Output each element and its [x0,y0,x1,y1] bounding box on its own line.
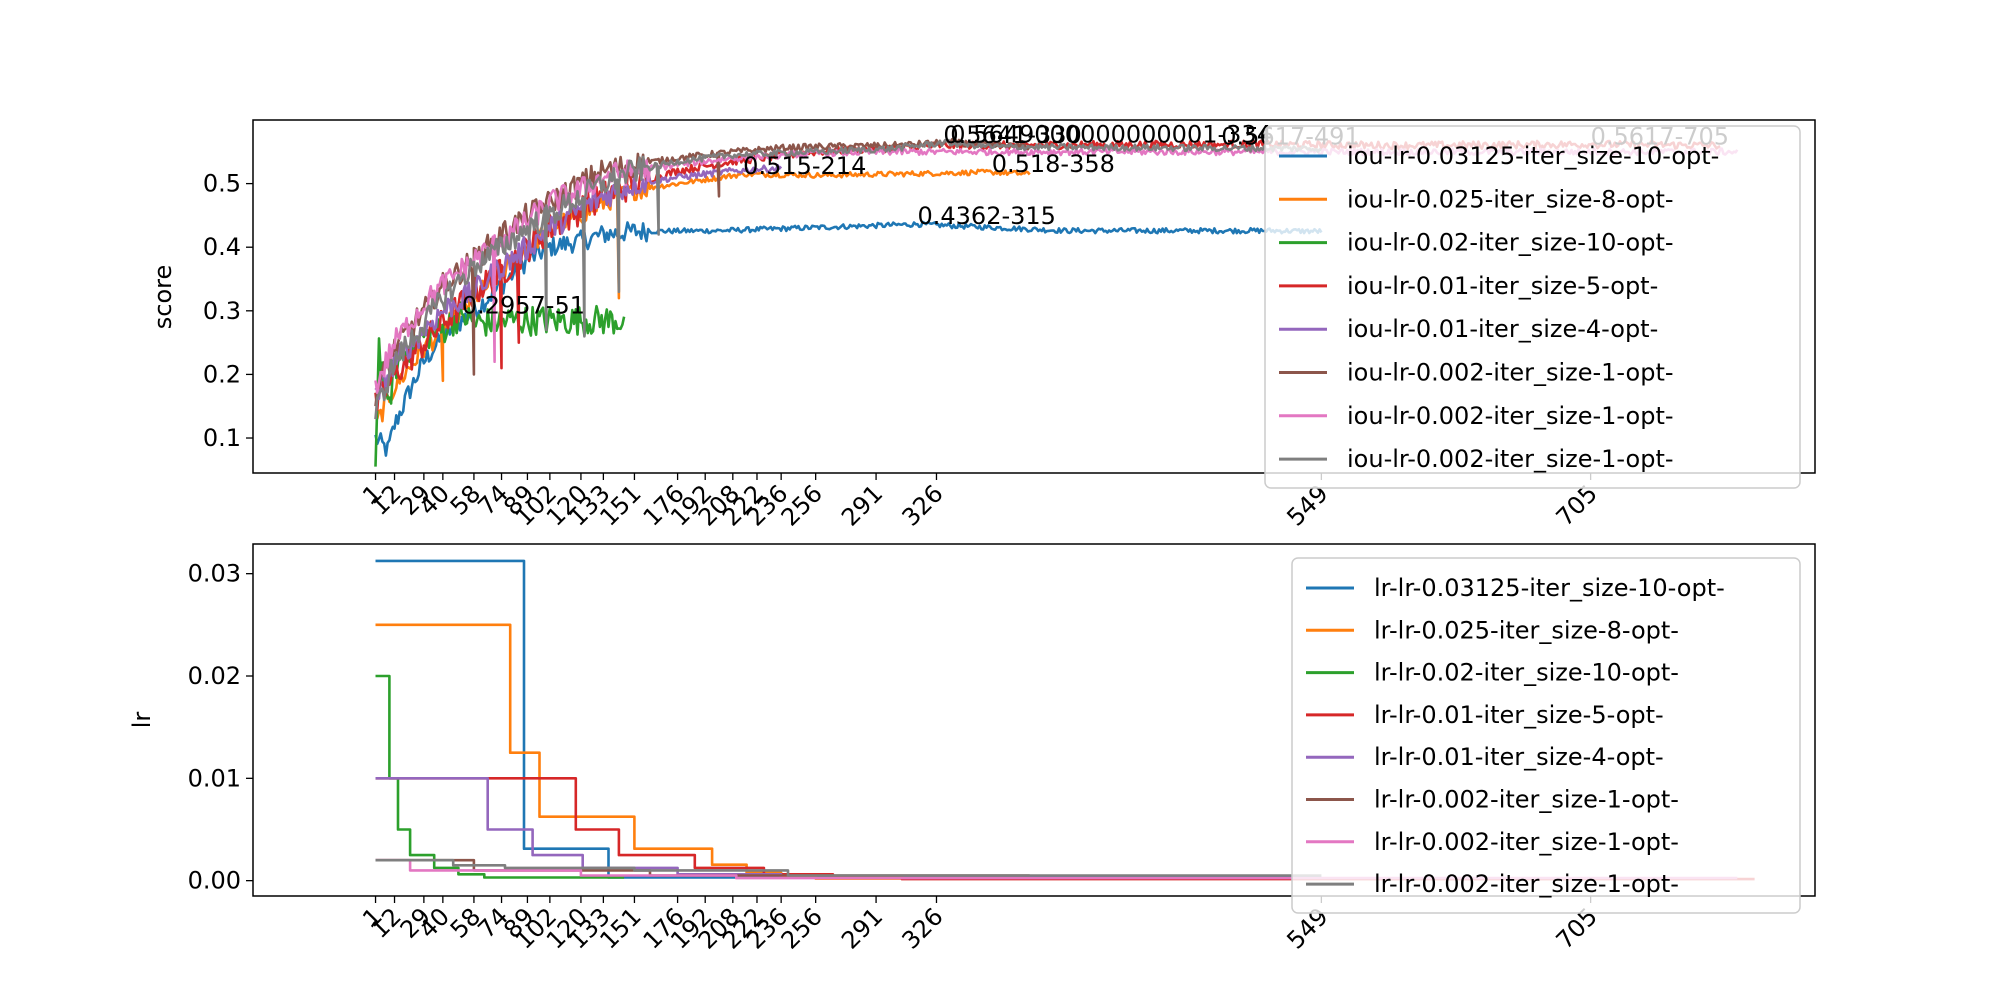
legend-label: lr-lr-0.002-iter_size-1-opt- [1374,828,1679,856]
y-tick-label: 0.02 [188,662,241,690]
y-tick-label: 0.03 [188,560,241,588]
score-legend-box [1264,125,1801,489]
lr-panel: 0.000.010.020.03 11229405874891021201331… [128,543,1816,955]
annotation-label: 0.518-358 [992,150,1115,178]
legend-label: iou-lr-0.03125-iter_size-10-opt- [1347,142,1719,170]
y-tick-label: 0.1 [203,424,241,452]
legend-label: lr-lr-0.03125-iter_size-10-opt- [1374,574,1725,602]
series-line-4 [374,163,783,401]
series-line-7 [375,858,1322,877]
series-line-0 [375,559,1322,879]
y-tick-label: 0.00 [188,867,241,895]
legend-label: iou-lr-0.01-iter_size-4-opt- [1347,315,1658,343]
series-line-7 [374,138,1322,420]
lr-legend: lr-lr-0.03125-iter_size-10-opt-lr-lr-0.0… [1291,557,1801,914]
y-tick-label: 0.3 [203,297,241,325]
lr-axes-frame [252,543,1816,897]
annotation-label: 0.5641-330 [943,121,1081,149]
legend-label: lr-lr-0.02-iter_size-10-opt- [1374,659,1679,687]
legend-label: iou-lr-0.01-iter_size-5-opt- [1347,272,1658,300]
score-y-axis-label: score [149,265,177,330]
annotation-label: 0.515-214 [743,152,866,180]
series-line-0 [374,220,1323,457]
lr-lines [375,559,1755,881]
annotation-label: 0.2957-51 [462,292,585,320]
legend-label: iou-lr-0.002-iter_size-1-opt- [1347,402,1674,430]
lr-legend-box [1291,557,1801,914]
score-axes-frame [252,119,1816,474]
y-tick-label: 0.2 [203,360,241,388]
legend-label: lr-lr-0.025-iter_size-8-opt- [1374,616,1679,644]
legend-label: lr-lr-0.01-iter_size-4-opt- [1374,743,1664,771]
annotation-label: 0.5649000000000001-334 [950,120,1272,148]
score-panel: 0.10.20.30.40.5 112294058748910212013315… [149,119,1816,532]
y-tick-label: 0.01 [188,764,241,792]
legend-label: lr-lr-0.01-iter_size-5-opt- [1374,701,1664,729]
annotation-label: 0.4362-315 [917,202,1055,230]
lr-y-ticks: 0.00 0.01 0.02 0.03 [188,560,253,895]
legend-label: iou-lr-0.02-iter_size-10-opt- [1347,229,1674,257]
lr-y-axis-label: lr [128,712,156,729]
legend-label: iou-lr-0.002-iter_size-1-opt- [1347,445,1674,473]
legend-label: lr-lr-0.002-iter_size-1-opt- [1374,870,1679,898]
score-y-ticks: 0.1 0.2 0.3 0.4 0.5 [203,170,253,452]
y-tick-label: 0.4 [203,233,241,261]
legend-label: iou-lr-0.025-iter_size-8-opt- [1347,185,1674,213]
legend-label: iou-lr-0.002-iter_size-1-opt- [1347,359,1674,387]
score-legend: iou-lr-0.03125-iter_size-10-opt-iou-lr-0… [1264,125,1801,489]
legend-label: lr-lr-0.002-iter_size-1-opt- [1374,786,1679,814]
series-line-1 [374,168,1031,423]
y-tick-label: 0.5 [203,170,241,198]
series-line-6 [375,858,1738,880]
